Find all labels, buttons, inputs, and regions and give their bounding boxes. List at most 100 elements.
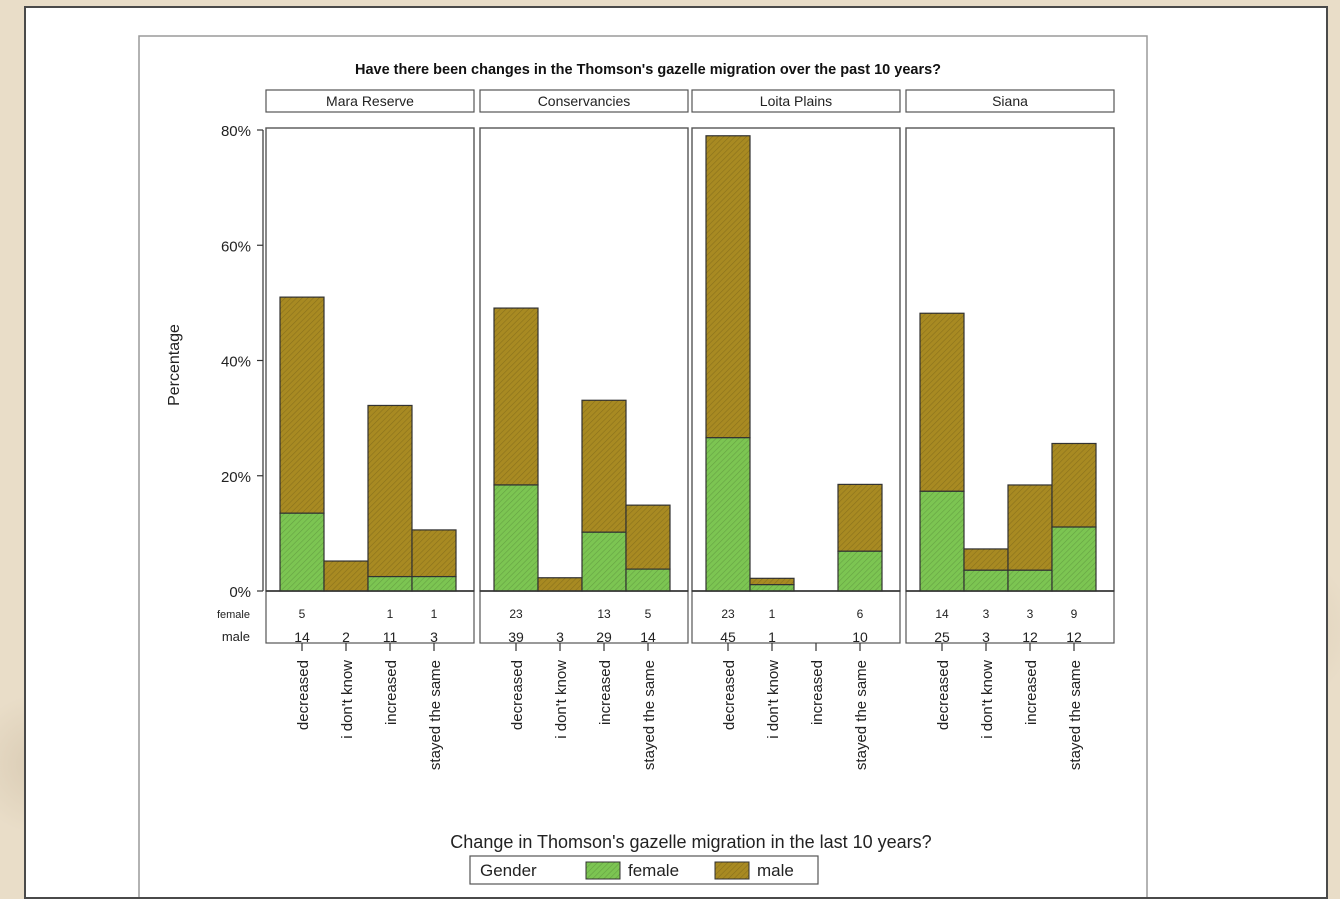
bar-male-texture (838, 484, 882, 552)
bar-female-texture (964, 570, 1008, 591)
y-axis-label: Percentage (166, 324, 183, 406)
count-female: 6 (857, 607, 864, 621)
count-male: 3 (430, 629, 438, 645)
panel-strip (479, 89, 689, 113)
bar-female-texture (706, 437, 750, 591)
category-label: increased (383, 660, 400, 725)
legend: Gender female male (469, 855, 819, 885)
count-female: 13 (597, 607, 611, 621)
chart-svg: Have there been changes in the Thomson's… (138, 35, 1148, 897)
bar-male-texture (920, 313, 964, 492)
category-label: i don't know (979, 660, 996, 739)
category-label: decreased (721, 660, 738, 730)
count-male: 3 (982, 629, 990, 645)
bar-male-texture (706, 135, 750, 438)
bar-female-texture (920, 491, 964, 591)
count-male: 10 (852, 629, 868, 645)
count-female: 3 (1027, 607, 1034, 621)
category-label: increased (597, 660, 614, 725)
y-tick-label: 80% (221, 123, 251, 140)
bar-male-texture (412, 529, 456, 577)
bar-female-texture (494, 484, 538, 591)
panel-strip-label: Mara Reserve (326, 93, 414, 109)
count-female: 1 (431, 607, 438, 621)
bar-female-texture (412, 576, 456, 591)
legend-title: Gender (480, 861, 537, 880)
bar-male-texture (626, 505, 670, 570)
count-male: 2 (342, 629, 350, 645)
count-female: 3 (983, 607, 990, 621)
count-row-label: female (217, 609, 250, 621)
bar-female-texture (280, 513, 324, 591)
y-tick-label: 20% (221, 469, 251, 486)
y-axis: 0% 20% 40% 60% 80% female male (217, 123, 264, 644)
bar-female-texture (838, 551, 882, 591)
category-label: stayed the same (1067, 660, 1084, 770)
count-female: 5 (299, 607, 306, 621)
chart-title: Have there been changes in the Thomson's… (355, 62, 941, 78)
category-label: i don't know (553, 660, 570, 739)
bar-male-texture (538, 577, 582, 591)
panel: Loita Plains 23 45 decreased 1 1 i don't know i… (691, 89, 901, 770)
count-male: 29 (596, 629, 612, 645)
category-label: increased (809, 660, 826, 725)
count-female: 1 (769, 607, 776, 621)
bar-male-texture (964, 548, 1008, 571)
count-male: 11 (383, 629, 398, 645)
panel-strip (905, 89, 1115, 113)
count-male: 12 (1022, 629, 1038, 645)
count-male: 25 (934, 629, 950, 645)
y-tick-label: 40% (221, 354, 251, 371)
panel: Conservancies 23 39 decreased 3 i don't know 1… (479, 89, 689, 770)
category-label: decreased (935, 660, 952, 730)
bar-male-texture (582, 400, 626, 533)
panel-strip-label: Conservancies (538, 93, 631, 109)
bar-male-texture (1052, 443, 1096, 528)
bar-male-texture (324, 561, 368, 591)
legend-swatch-texture (586, 862, 620, 879)
figure-card: Have there been changes in the Thomson's… (24, 6, 1328, 899)
count-female: 23 (721, 607, 735, 621)
bar-male-texture (368, 405, 412, 577)
legend-swatch-texture (715, 862, 749, 879)
category-label: stayed the same (853, 660, 870, 770)
category-label: decreased (295, 660, 312, 730)
bar-female-texture (1052, 527, 1096, 591)
legend-label-female: female (628, 861, 679, 880)
bar-female-texture (368, 576, 412, 591)
count-female: 1 (387, 607, 394, 621)
category-label: increased (1023, 660, 1040, 725)
bar-female-texture (1008, 570, 1052, 591)
count-female: 23 (509, 607, 523, 621)
x-axis-label: Change in Thomson's gazelle migration in… (450, 832, 931, 852)
panel: Siana 14 25 decreased 3 3 i don't know 3 12 incre… (905, 89, 1115, 770)
category-label: i don't know (765, 660, 782, 739)
bar-male-texture (1008, 484, 1052, 571)
panel-strip (265, 89, 475, 113)
count-male: 12 (1066, 629, 1082, 645)
category-label: stayed the same (641, 660, 658, 770)
count-male: 1 (768, 629, 776, 645)
bar-male-texture (494, 308, 538, 485)
count-male: 3 (556, 629, 564, 645)
count-male: 39 (508, 629, 524, 645)
y-tick-label: 60% (221, 238, 251, 255)
bar-female-texture (582, 532, 626, 591)
category-label: decreased (509, 660, 526, 730)
count-male: 14 (640, 629, 656, 645)
bar-female-texture (750, 584, 794, 591)
count-female: 14 (935, 607, 949, 621)
legend-label-male: male (757, 861, 794, 880)
panel-strip-label: Loita Plains (760, 93, 832, 109)
category-label: i don't know (339, 660, 356, 739)
count-female: 5 (645, 607, 652, 621)
legend-box (469, 855, 819, 885)
count-row-label: male (222, 629, 250, 644)
bar-female-texture (626, 569, 670, 591)
bar-male-texture (750, 578, 794, 585)
y-tick-label: 0% (229, 584, 251, 601)
count-male: 45 (720, 629, 736, 645)
count-female: 9 (1071, 607, 1078, 621)
